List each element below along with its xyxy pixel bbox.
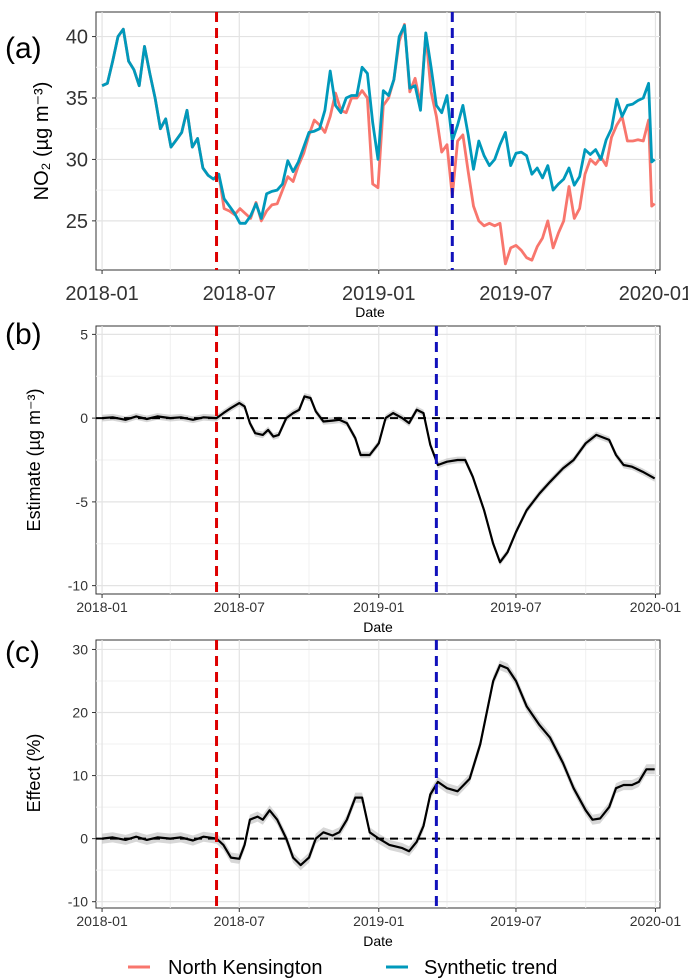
panel-b-x-tick-labels: 2018-01 2018-07 2019-01 2019-07 2020-01 — [76, 599, 681, 615]
panel-c-y-tick-label: 20 — [72, 704, 88, 720]
panel-c-x-tick-label: 2020-01 — [630, 913, 682, 929]
panel-a-x-tick-label: 2019-07 — [479, 283, 552, 305]
panel-b-reference-lines — [96, 326, 660, 594]
legend-label-north-kensington: North Kensington — [168, 957, 323, 979]
panel-a-x-tick-labels: 2018-01 2018-07 2019-01 2019-07 2020-01 — [65, 283, 688, 305]
panel-a-series — [101, 22, 656, 266]
panel-a-plot-area — [95, 11, 661, 271]
panel-c-y-tick-label: 30 — [72, 641, 88, 657]
panel-c-letter: (c) — [5, 636, 40, 669]
panel-a-letter: (a) — [5, 32, 42, 65]
panel-c: (c) 2018-01 2018-07 2019-01 2019-07 2020-01 … — [5, 636, 681, 949]
panel-a-x-tick-label: 2019-01 — [342, 283, 415, 305]
panel-a-y-tick-label: 30 — [66, 149, 88, 171]
panel-b-x-tick-label: 2019-07 — [490, 599, 542, 615]
panel-a-reference-lines — [215, 12, 454, 270]
panel-b-y-axis-title: Estimate (µg m⁻³) — [24, 389, 44, 532]
panel-a-x-tick-label: 2020-01 — [619, 283, 688, 305]
panel-c-y-tick-label: -10 — [68, 894, 88, 910]
panel-b-y-tick-label: 0 — [80, 410, 88, 426]
panel-a-x-tick-label: 2018-07 — [203, 283, 276, 305]
panel-a-y-tick-labels: 25 30 35 40 — [66, 27, 88, 233]
panel-b-y-tick-labels: -10 -5 0 5 — [68, 326, 88, 593]
panel-b-y-tick-label: 5 — [80, 326, 88, 342]
panel-b-x-tick-label: 2020-01 — [630, 599, 682, 615]
panel-b-x-tick-label: 2018-07 — [214, 599, 266, 615]
panel-c-series-estimate — [101, 664, 655, 867]
panel-c-x-axis-title: Date — [363, 933, 393, 949]
panel-a-y-tick-label: 25 — [66, 211, 88, 233]
panel-c-x-tick-labels: 2018-01 2018-07 2019-01 2019-07 2020-01 — [76, 913, 681, 929]
panel-a: (a) 2018-01 2018-07 2019-01 2019-07 2020-01 … — [5, 11, 688, 320]
panel-a-y-tick-label: 35 — [66, 88, 88, 110]
panel-a-y-axis-title: NO₂ (µg m⁻³) — [31, 82, 53, 201]
panel-b-x-tick-label: 2019-01 — [353, 599, 405, 615]
panel-a-x-tick-label: 2018-01 — [65, 283, 138, 305]
panel-b-x-tick-label: 2018-01 — [76, 599, 128, 615]
panel-c-y-tick-label: 10 — [72, 767, 88, 783]
panel-c-x-tick-label: 2018-01 — [76, 913, 128, 929]
panel-c-x-tick-label: 2018-07 — [214, 913, 266, 929]
panel-c-y-tick-label: 0 — [80, 831, 88, 847]
panel-c-y-tick-labels: -10 0 10 20 30 — [68, 641, 88, 909]
panel-b: (b) 2018-01 2018-07 2019-01 2019-07 2020-01 … — [5, 318, 681, 635]
panel-c-grid — [92, 640, 660, 912]
panel-a-x-axis-title: Date — [355, 304, 385, 320]
panel-b-series — [102, 393, 656, 566]
panel-a-series-synthetic-trend — [101, 24, 656, 225]
panel-c-x-tick-label: 2019-07 — [490, 913, 542, 929]
panel-c-x-tick-label: 2019-01 — [353, 913, 405, 929]
panel-c-series — [101, 660, 655, 871]
legend: North Kensington Synthetic trend — [128, 957, 557, 979]
legend-label-synthetic-trend: Synthetic trend — [424, 957, 557, 979]
panel-c-y-axis-title: Effect (%) — [24, 734, 44, 813]
panel-b-y-tick-label: -5 — [76, 494, 89, 510]
panel-b-letter: (b) — [5, 318, 42, 351]
panel-c-plot-area — [95, 639, 661, 909]
panel-c-reference-lines — [96, 640, 660, 908]
panel-b-series-estimate — [102, 395, 656, 564]
panel-a-y-tick-label: 40 — [66, 27, 88, 49]
panel-b-y-tick-label: -10 — [68, 578, 88, 594]
panel-b-x-axis-title: Date — [363, 619, 393, 635]
